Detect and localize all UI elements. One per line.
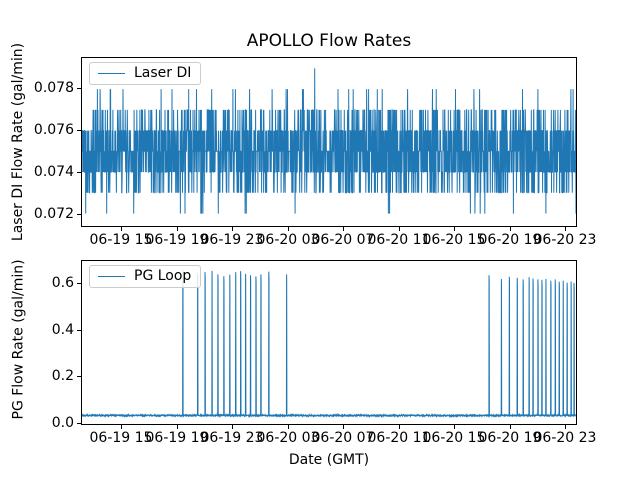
x-tick-mark bbox=[565, 425, 566, 429]
y-tick-mark bbox=[77, 330, 81, 331]
x-tick-label: 06-19 15 bbox=[89, 232, 153, 248]
y-tick-mark bbox=[77, 376, 81, 377]
y-tick-label: 0.6 bbox=[51, 275, 74, 291]
y-tick-mark bbox=[77, 88, 81, 89]
x-tick-label: 06-20 19 bbox=[478, 430, 542, 446]
y-tick-label: 0.2 bbox=[51, 368, 74, 384]
x-tick-label: 06-19 23 bbox=[200, 232, 264, 248]
y-tick-label: 0.076 bbox=[33, 122, 74, 138]
pg-loop-legend-line-sample bbox=[98, 275, 125, 277]
pg-loop-legend-label: PG Loop bbox=[134, 268, 192, 284]
x-tick-mark bbox=[565, 227, 566, 231]
x-tick-label: 06-20 03 bbox=[256, 232, 320, 248]
x-tick-label: 06-20 11 bbox=[367, 430, 431, 446]
x-tick-label: 06-19 23 bbox=[200, 430, 264, 446]
pg-loop-line-series bbox=[82, 269, 576, 419]
x-tick-label: 06-20 23 bbox=[533, 232, 597, 248]
x-tick-label: 06-20 11 bbox=[367, 232, 431, 248]
x-tick-label: 06-20 23 bbox=[533, 430, 597, 446]
x-tick-label: 06-19 15 bbox=[89, 430, 153, 446]
laser-di-line-series bbox=[82, 68, 576, 214]
x-axis-label: Date (GMT) bbox=[288, 452, 370, 468]
y-tick-label: 0.072 bbox=[33, 206, 74, 222]
y-tick-mark bbox=[77, 130, 81, 131]
x-tick-label: 06-19 19 bbox=[145, 430, 209, 446]
y-tick-mark bbox=[77, 423, 81, 424]
x-tick-mark bbox=[232, 425, 233, 429]
x-tick-mark bbox=[343, 425, 344, 429]
x-tick-label: 06-20 15 bbox=[422, 232, 486, 248]
x-tick-mark bbox=[288, 425, 289, 429]
x-tick-mark bbox=[343, 227, 344, 231]
bottom-legend: PG Loop bbox=[89, 265, 202, 288]
top-legend: Laser DI bbox=[89, 62, 202, 85]
x-tick-mark bbox=[121, 227, 122, 231]
y-tick-label: 0.4 bbox=[51, 322, 74, 338]
x-tick-mark bbox=[454, 425, 455, 429]
y-tick-label: 0.074 bbox=[33, 164, 74, 180]
x-tick-label: 06-20 07 bbox=[311, 232, 375, 248]
x-tick-label: 06-20 07 bbox=[311, 430, 375, 446]
x-tick-mark bbox=[510, 425, 511, 429]
x-tick-label: 06-20 19 bbox=[478, 232, 542, 248]
x-tick-mark bbox=[232, 227, 233, 231]
chart-title: APOLLO Flow Rates bbox=[246, 31, 412, 51]
pg-loop-plot-area: PG Loop bbox=[81, 260, 577, 425]
x-tick-mark bbox=[399, 227, 400, 231]
x-tick-label: 06-20 03 bbox=[256, 430, 320, 446]
x-tick-mark bbox=[177, 425, 178, 429]
x-tick-mark bbox=[121, 425, 122, 429]
x-tick-label: 06-20 15 bbox=[422, 430, 486, 446]
x-tick-mark bbox=[177, 227, 178, 231]
laser-di-legend-label: Laser DI bbox=[134, 65, 192, 81]
y-tick-mark bbox=[77, 172, 81, 173]
y-tick-mark bbox=[77, 283, 81, 284]
x-tick-mark bbox=[399, 425, 400, 429]
x-tick-mark bbox=[510, 227, 511, 231]
y-tick-mark bbox=[77, 214, 81, 215]
x-tick-label: 06-19 19 bbox=[145, 232, 209, 248]
x-tick-mark bbox=[454, 227, 455, 231]
laser-di-plot-area: Laser DI bbox=[81, 57, 577, 227]
x-tick-mark bbox=[288, 227, 289, 231]
y-tick-label: 0.078 bbox=[33, 80, 74, 96]
laser-di-legend-line-sample bbox=[98, 72, 125, 74]
y-tick-label: 0.0 bbox=[51, 415, 74, 431]
